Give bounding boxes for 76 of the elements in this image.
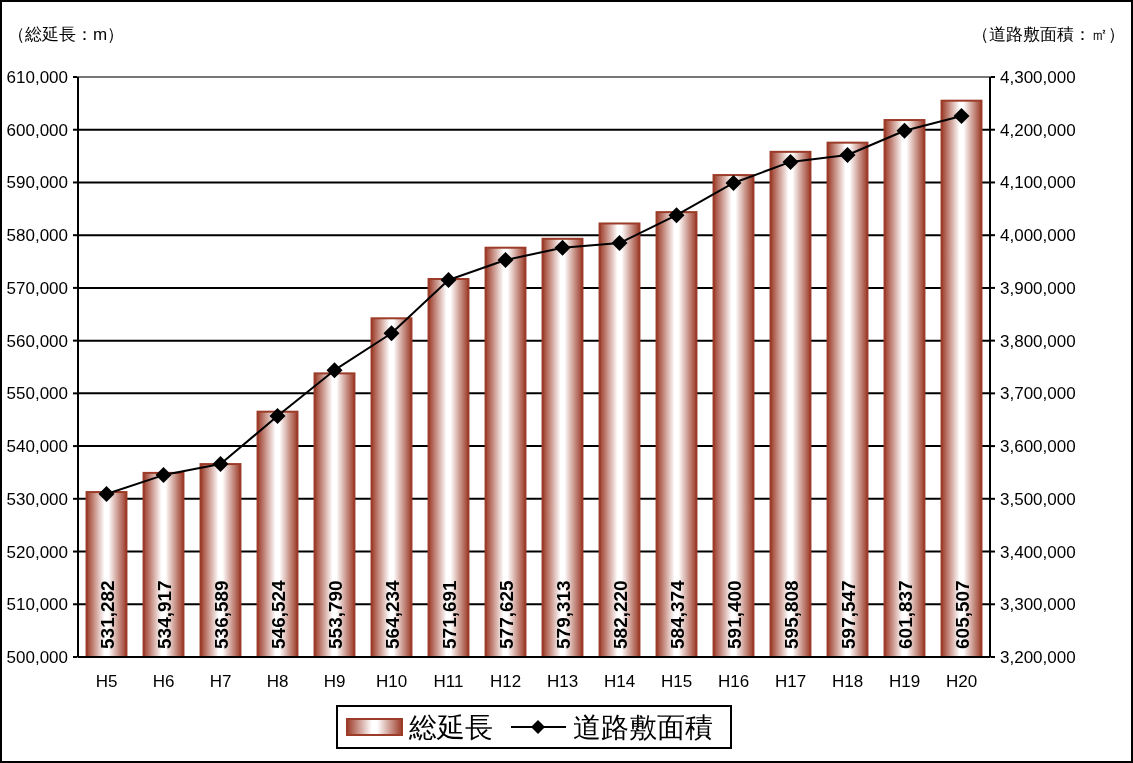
data-label: 582,220 — [609, 580, 631, 649]
point — [497, 251, 514, 268]
data-label: 601,837 — [894, 580, 916, 649]
x-tick-label: H5 — [95, 672, 118, 691]
point — [896, 122, 913, 139]
x-tick-label: H14 — [603, 672, 636, 691]
data-label: 531,282 — [96, 580, 118, 649]
y2-tick-label: 3,800,000 — [1000, 331, 1076, 351]
y2-tick-label: 3,600,000 — [1000, 437, 1076, 457]
x-tick-label: H6 — [152, 672, 175, 691]
x-tick-label: H16 — [717, 672, 750, 691]
data-label: 595,808 — [780, 580, 802, 649]
data-label: 571,691 — [438, 579, 460, 649]
point — [440, 272, 457, 288]
data-label: 534,917 — [153, 580, 175, 649]
data-label: 536,589 — [210, 580, 232, 649]
y-axis-title: （総延長：m） — [8, 25, 125, 44]
y2-tick-label: 4,200,000 — [1000, 120, 1076, 140]
y-tick-label: 600,000 — [6, 120, 68, 140]
point — [782, 153, 799, 170]
y2-tick-label: 4,300,000 — [1000, 68, 1076, 87]
data-label: 564,234 — [381, 579, 403, 649]
y2-tick-label: 4,100,000 — [1000, 173, 1076, 193]
point — [155, 467, 172, 484]
x-tick-label: H18 — [831, 672, 864, 691]
x-tick-label: H20 — [945, 672, 978, 691]
y2-tick-label: 3,300,000 — [1000, 595, 1076, 615]
y2-tick-label: 4,000,000 — [1000, 226, 1076, 246]
y-tick-label: 590,000 — [6, 173, 68, 193]
point — [953, 108, 970, 125]
x-tick-label: H9 — [323, 672, 346, 691]
point — [668, 207, 685, 224]
x-tick-label: H17 — [774, 672, 807, 691]
x-tick-label: H15 — [660, 672, 693, 691]
y-tick-label: 580,000 — [6, 226, 68, 246]
y-tick-label: 570,000 — [6, 278, 68, 298]
point — [212, 456, 229, 473]
point — [611, 235, 628, 252]
point — [839, 147, 856, 164]
data-label: 605,507 — [951, 580, 973, 649]
legend-label: 総延長 — [408, 712, 493, 743]
legend-label: 道路敷面積 — [573, 712, 713, 743]
x-tick-label: H7 — [209, 672, 232, 691]
data-label: 591,400 — [723, 580, 745, 649]
y-tick-label: 520,000 — [6, 542, 68, 562]
y2-axis-title: （道路敷面積：㎡） — [972, 25, 1125, 44]
y-tick-label: 560,000 — [6, 331, 68, 351]
x-tick-label: H8 — [266, 672, 289, 691]
data-label: 584,374 — [666, 579, 688, 649]
data-label: 579,313 — [552, 580, 574, 649]
y-tick-label: 610,000 — [6, 68, 68, 87]
data-label: 597,547 — [837, 580, 859, 649]
x-tick-label: H11 — [433, 672, 464, 691]
y-tick-label: 540,000 — [6, 437, 68, 457]
point — [554, 239, 571, 256]
y2-tick-label: 3,400,000 — [1000, 542, 1076, 562]
y-tick-label: 550,000 — [6, 384, 68, 404]
x-tick-label: H12 — [489, 672, 522, 691]
point — [326, 362, 343, 379]
point — [725, 174, 742, 191]
data-label: 546,524 — [267, 579, 289, 649]
point — [98, 486, 115, 503]
y2-tick-label: 3,700,000 — [1000, 384, 1076, 404]
x-tick-label: H10 — [375, 672, 408, 691]
x-tick-label: H19 — [888, 672, 921, 691]
point — [269, 408, 286, 425]
y-tick-label: 500,000 — [6, 648, 68, 667]
data-label: 553,790 — [324, 580, 346, 649]
y2-tick-label: 3,200,000 — [1000, 648, 1076, 667]
y2-tick-label: 3,900,000 — [1000, 278, 1076, 298]
y-tick-label: 510,000 — [6, 595, 68, 615]
data-label: 577,625 — [495, 579, 517, 649]
y2-tick-label: 3,500,000 — [1000, 489, 1076, 509]
point — [383, 325, 400, 342]
y-tick-label: 530,000 — [6, 489, 68, 509]
x-tick-label: H13 — [546, 672, 579, 691]
